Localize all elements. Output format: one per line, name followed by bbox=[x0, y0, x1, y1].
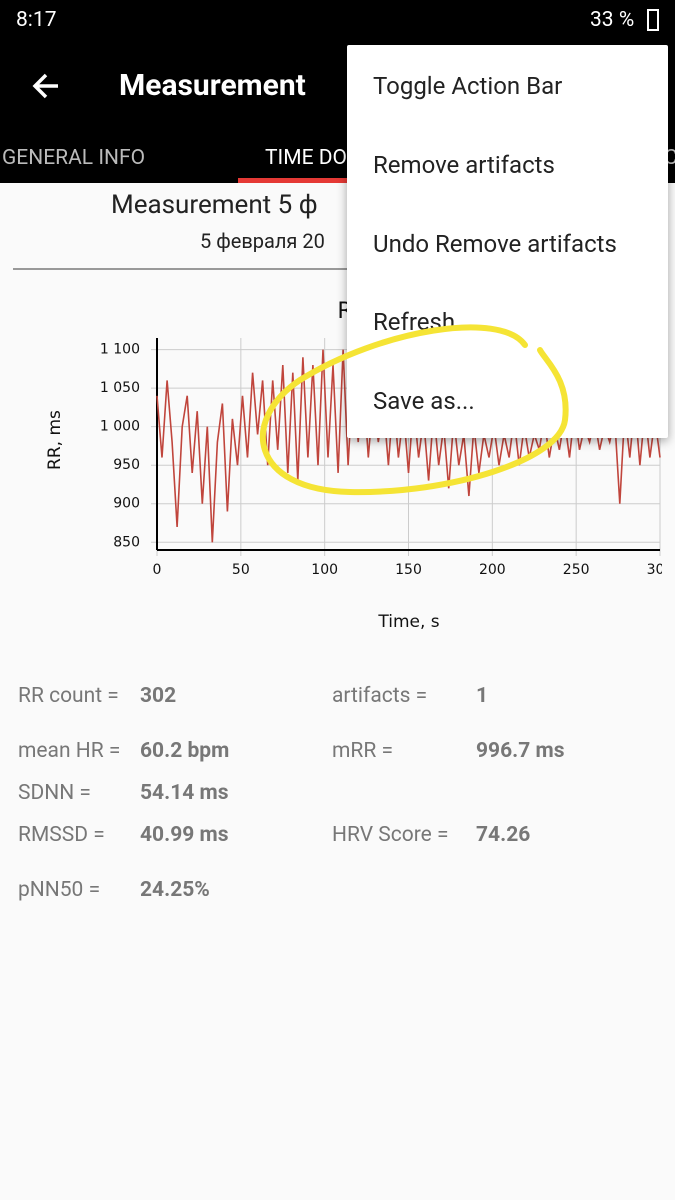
battery-level: 33 % bbox=[590, 8, 635, 32]
tab[interactable]: C bbox=[664, 146, 675, 170]
menu-item[interactable]: Remove artifacts bbox=[373, 151, 555, 179]
measurement-date: 5 февраля 20 bbox=[200, 229, 325, 253]
y-tick-label: 950 bbox=[113, 457, 140, 473]
overflow-menu: Toggle Action Bar Remove artifacts Undo … bbox=[347, 45, 668, 438]
y-tick-label: 900 bbox=[113, 496, 140, 512]
stat-value: 24.25% bbox=[140, 878, 210, 902]
stat-label: mean HR = bbox=[18, 739, 121, 763]
back-button[interactable] bbox=[30, 70, 62, 102]
app-title: Measurement bbox=[119, 68, 306, 103]
tab-indicator bbox=[238, 178, 358, 183]
x-tick-label: 50 bbox=[232, 562, 250, 578]
y-tick-label: 1 050 bbox=[100, 380, 140, 396]
stat-value: 302 bbox=[140, 684, 177, 708]
y-tick-label: 1 000 bbox=[100, 419, 140, 435]
x-tick-label: 250 bbox=[563, 562, 590, 578]
stat-label: SDNN = bbox=[18, 781, 91, 805]
tab[interactable]: GENERAL INFO bbox=[2, 146, 146, 170]
clock: 8:17 bbox=[16, 8, 57, 32]
menu-item[interactable]: Toggle Action Bar bbox=[373, 72, 563, 100]
stat-label: HRV Score = bbox=[332, 823, 449, 847]
menu-item[interactable]: Save as... bbox=[373, 387, 475, 415]
tab[interactable]: TIME DO bbox=[265, 146, 347, 170]
measurement-title: Measurement 5 ф bbox=[111, 190, 318, 220]
x-tick-label: 300 bbox=[647, 562, 662, 578]
x-tick-label: 200 bbox=[479, 562, 506, 578]
menu-item[interactable]: Refresh bbox=[373, 308, 456, 336]
x-tick-label: 150 bbox=[395, 562, 422, 578]
stat-value: 74.26 bbox=[476, 823, 531, 847]
stat-value: 54.14 ms bbox=[140, 781, 229, 805]
x-tick-label: 0 bbox=[153, 562, 162, 578]
stat-value: 996.7 ms bbox=[476, 739, 565, 763]
stat-label: artifacts = bbox=[332, 684, 428, 708]
stat-label: pNN50 = bbox=[18, 878, 101, 902]
stat-value: 40.99 ms bbox=[140, 823, 229, 847]
stat-label: RMSSD = bbox=[18, 823, 105, 847]
y-axis-label: RR, ms bbox=[45, 410, 65, 470]
divider bbox=[13, 268, 663, 270]
stat-label: mRR = bbox=[332, 739, 394, 763]
stat-value: 1 bbox=[476, 684, 489, 708]
x-axis-label: Time, s bbox=[377, 612, 439, 632]
y-tick-label: 850 bbox=[113, 534, 140, 550]
battery-icon bbox=[647, 9, 659, 31]
stat-value: 60.2 bpm bbox=[140, 739, 230, 763]
y-tick-label: 1 100 bbox=[100, 342, 140, 358]
x-tick-label: 100 bbox=[311, 562, 338, 578]
stat-label: RR count = bbox=[18, 684, 119, 708]
status-bar: 8:17 33 % bbox=[0, 0, 675, 40]
menu-item[interactable]: Undo Remove artifacts bbox=[373, 230, 617, 258]
